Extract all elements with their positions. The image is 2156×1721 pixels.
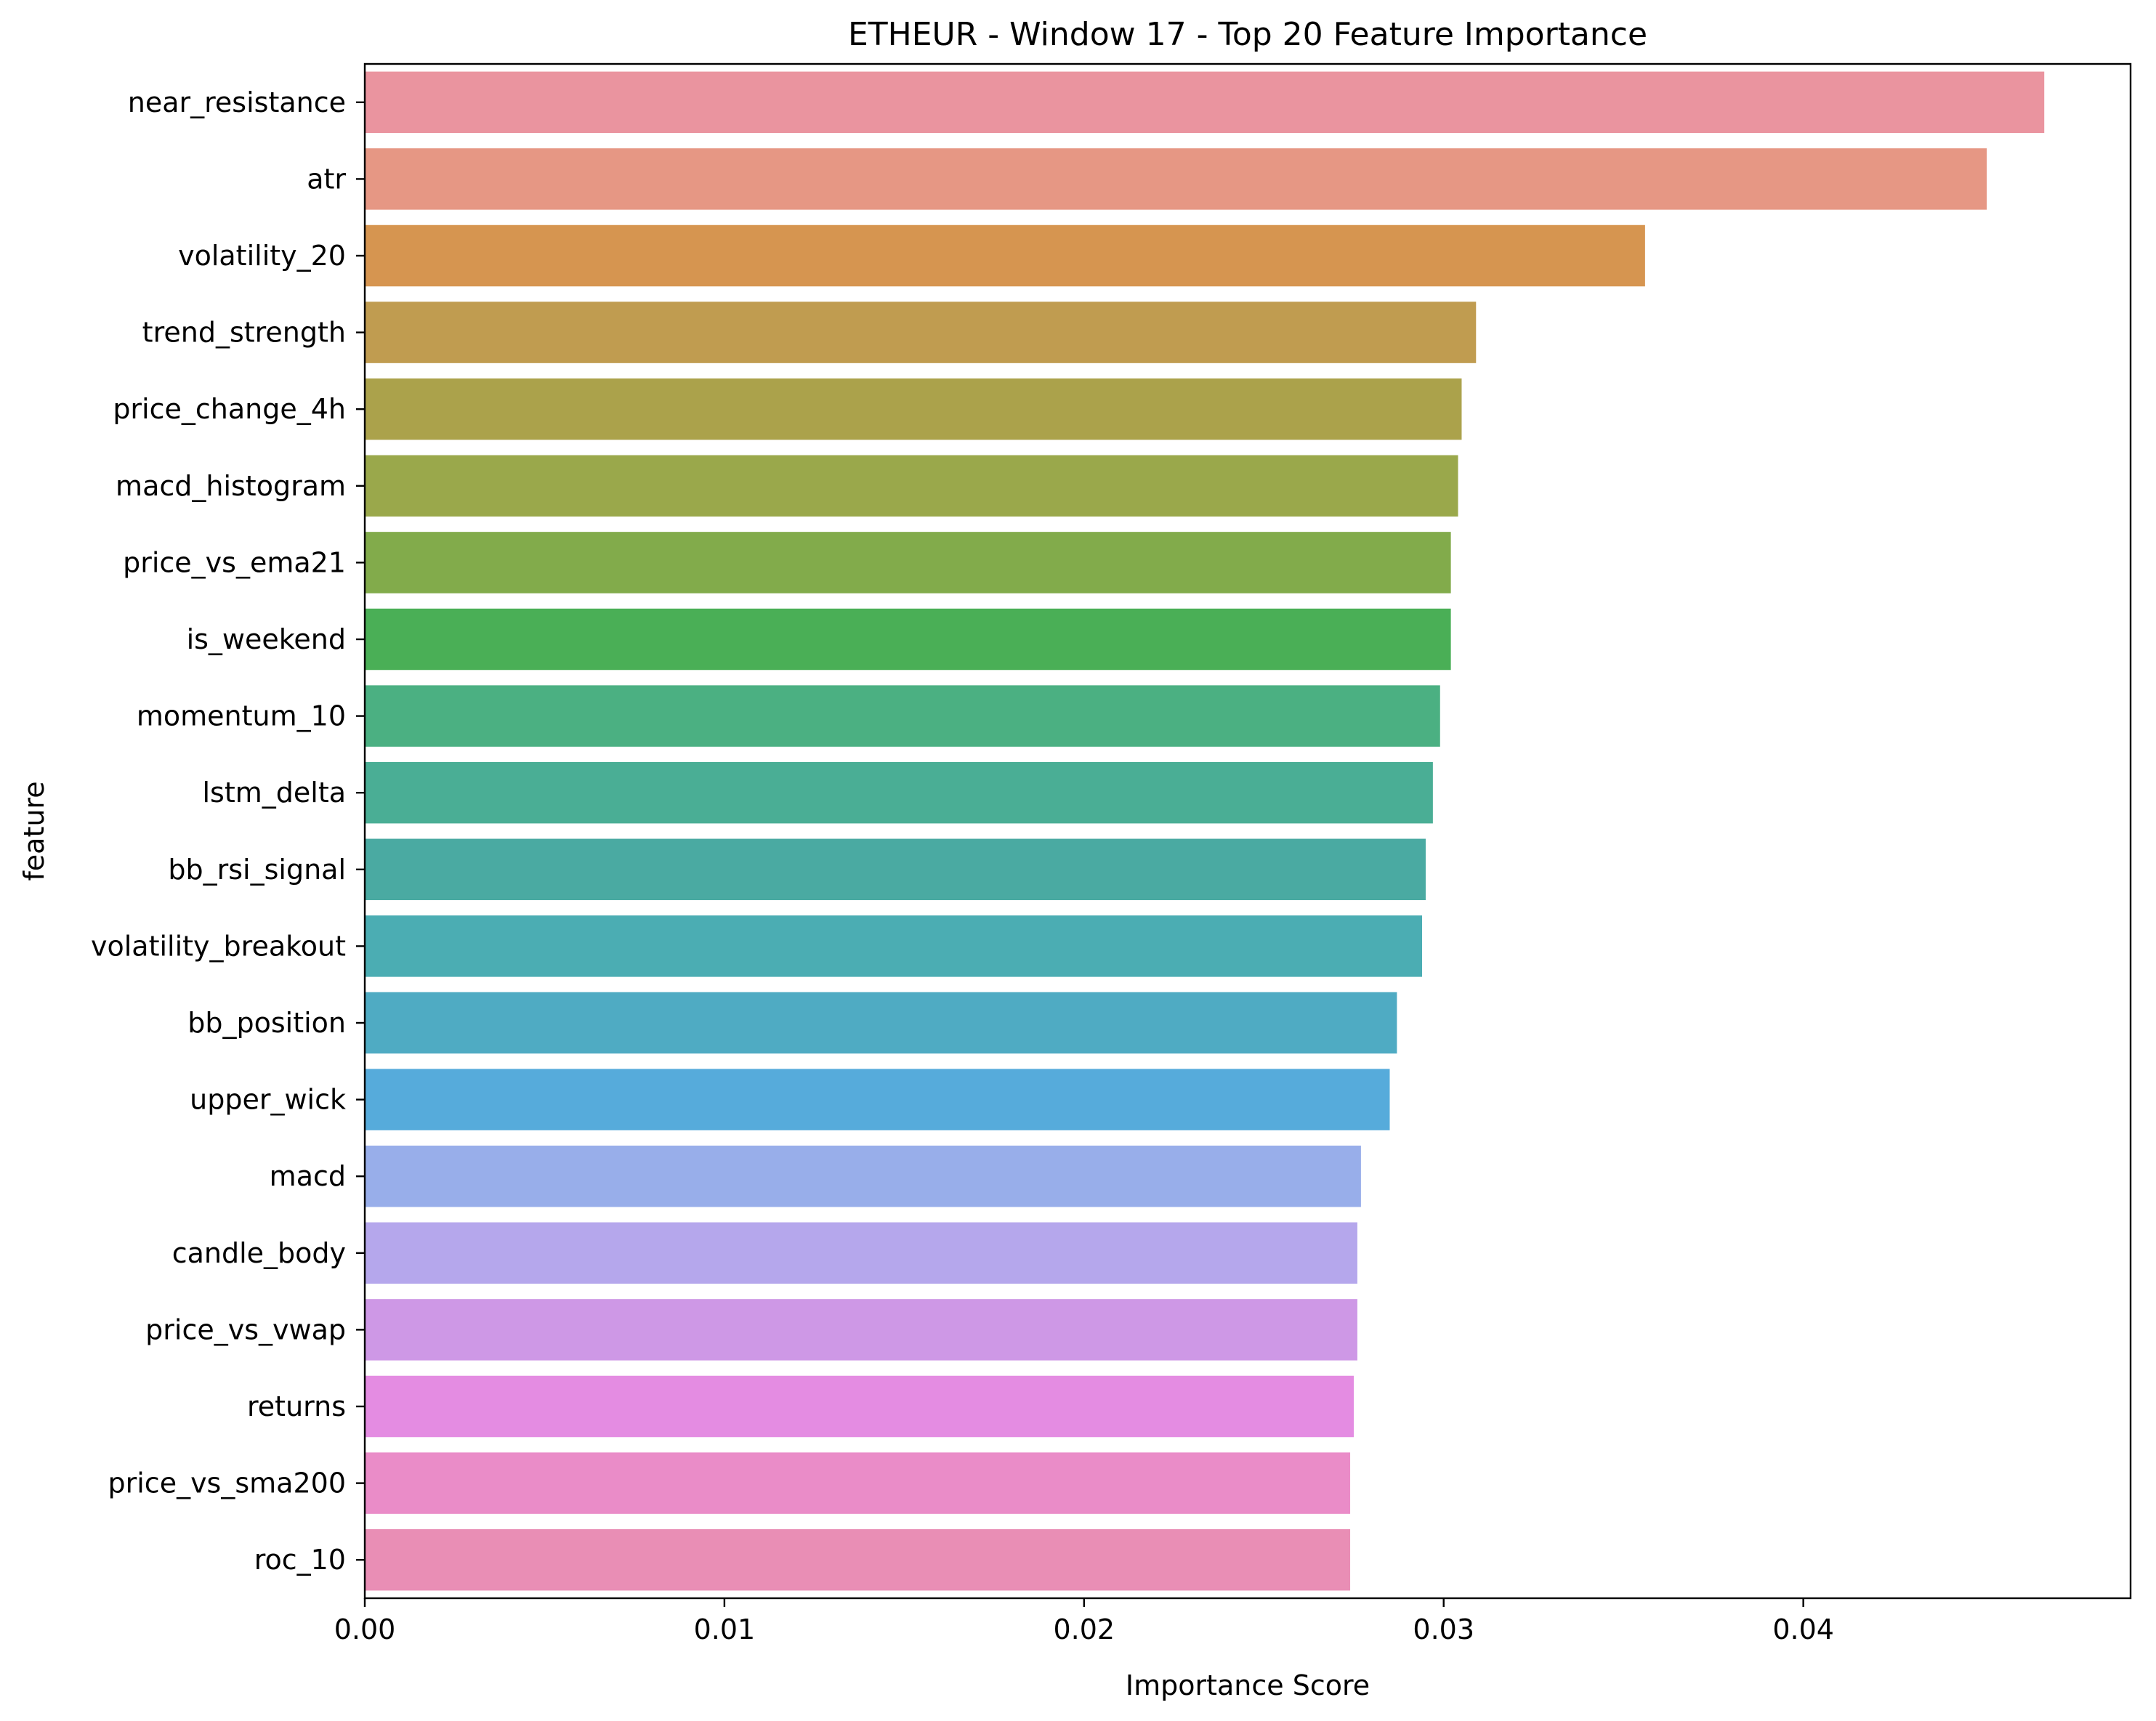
y-tick-label: atr — [307, 163, 346, 195]
y-tick-label: momentum_10 — [137, 700, 346, 732]
y-tick-label: upper_wick — [190, 1084, 346, 1116]
bar-price-vs-sma200 — [365, 1452, 1351, 1514]
bar-trend-strength — [365, 301, 1477, 363]
bar-volatility-20 — [365, 224, 1645, 287]
bar-near-resistance — [365, 71, 2045, 134]
y-tick-label: near_resistance — [128, 86, 346, 118]
y-tick-label: price_vs_vwap — [145, 1313, 346, 1345]
bar-momentum-10 — [365, 685, 1440, 747]
y-tick-label: volatility_breakout — [91, 930, 346, 962]
y-tick-label: candle_body — [172, 1237, 346, 1269]
x-tick-label: 0.02 — [1054, 1613, 1115, 1645]
y-tick-label: bb_position — [187, 1007, 346, 1039]
x-axis-label: Importance Score — [1126, 1669, 1370, 1701]
bar-roc-10 — [365, 1528, 1351, 1591]
bar-lstm-delta — [365, 761, 1433, 824]
bar-is-weekend — [365, 608, 1451, 671]
y-tick-label: price_change_4h — [113, 393, 346, 425]
chart-title: ETHEUR - Window 17 - Top 20 Feature Impo… — [848, 16, 1647, 53]
bar-price-change-4h — [365, 378, 1462, 440]
x-tick-label: 0.04 — [1772, 1613, 1834, 1645]
bar-bb-rsi-signal — [365, 838, 1426, 901]
y-tick-label: macd_histogram — [116, 470, 346, 502]
bar-volatility-breakout — [365, 915, 1423, 977]
y-tick-label: macd — [270, 1160, 346, 1192]
x-tick-label: 0.03 — [1413, 1613, 1474, 1645]
y-tick-label: roc_10 — [254, 1544, 346, 1576]
y-tick-label: price_vs_ema21 — [123, 546, 346, 578]
bar-bb-position — [365, 992, 1397, 1054]
bar-atr — [365, 148, 1987, 210]
y-tick-label: trend_strength — [142, 317, 346, 349]
y-tick-label: lstm_delta — [202, 777, 346, 809]
bar-macd — [365, 1145, 1361, 1207]
y-tick-label: bb_rsi_signal — [168, 854, 346, 886]
bar-upper-wick — [365, 1069, 1390, 1130]
bar-candle-body — [365, 1222, 1357, 1284]
y-tick-label: returns — [247, 1390, 346, 1422]
x-tick-label: 0.01 — [694, 1613, 756, 1645]
bars-layer — [365, 71, 2045, 1591]
y-tick-label: volatility_20 — [178, 240, 346, 272]
x-tick-label: 0.00 — [334, 1613, 396, 1645]
x-axis: 0.00 0.01 0.02 0.03 0.04 — [334, 1598, 1834, 1645]
bar-price-vs-ema21 — [365, 532, 1451, 594]
bar-price-vs-vwap — [365, 1299, 1357, 1361]
bar-returns — [365, 1375, 1354, 1438]
bar-macd-histogram — [365, 455, 1458, 517]
y-tick-label: price_vs_sma200 — [108, 1467, 347, 1499]
plot-frame — [363, 62, 2132, 1600]
y-axis-label: feature — [18, 781, 50, 880]
y-tick-label: is_weekend — [187, 623, 346, 655]
